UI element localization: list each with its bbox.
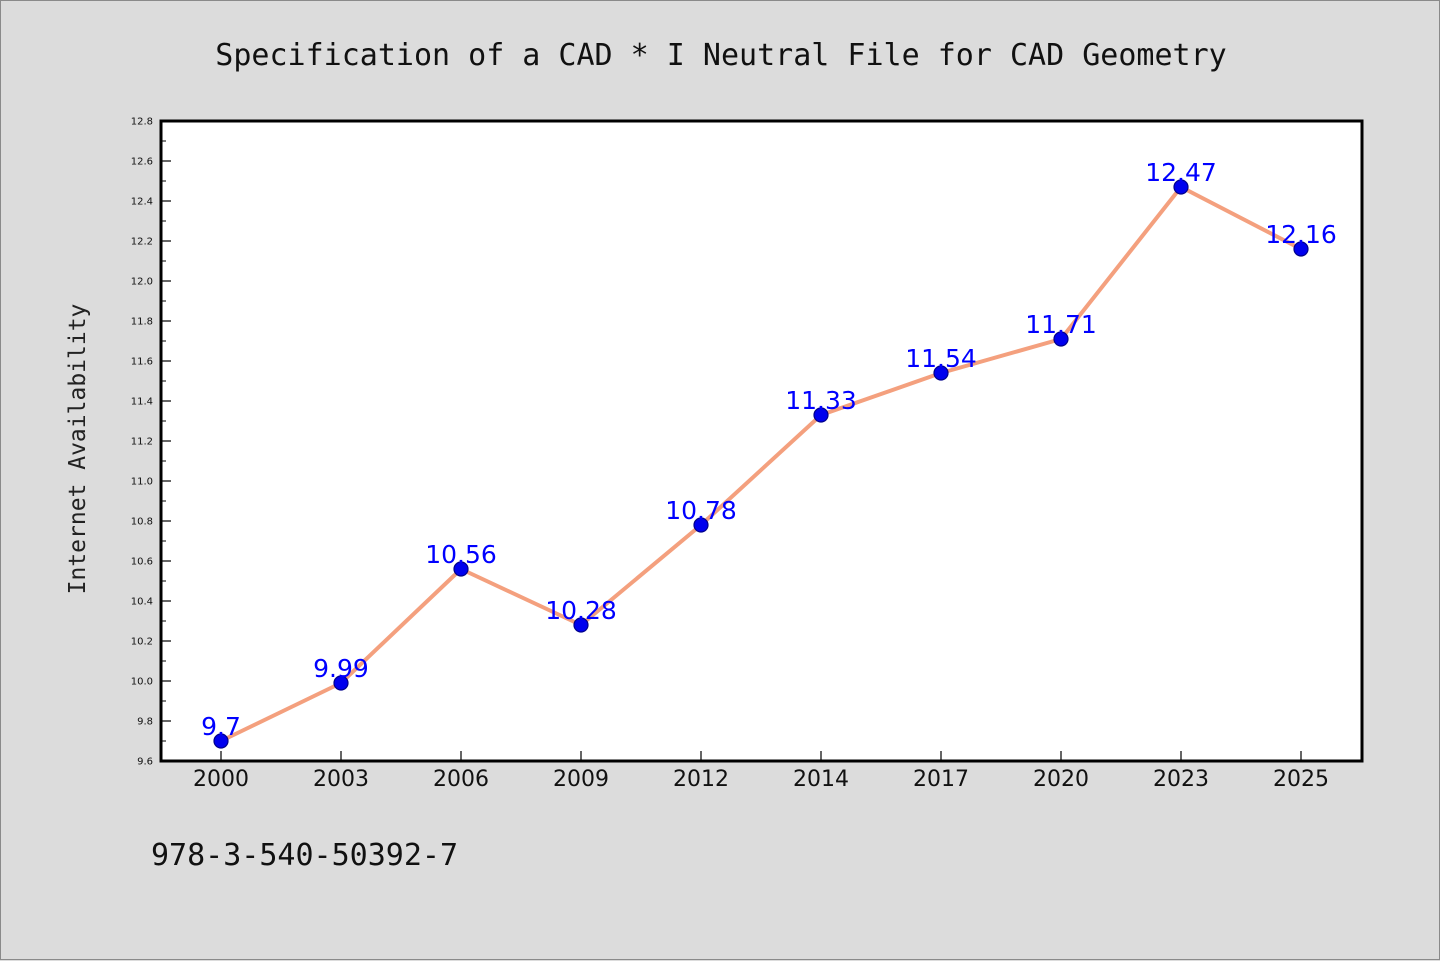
plot-frame (159, 119, 1364, 763)
data-label: 10.78 (665, 496, 737, 525)
data-label: 12.16 (1265, 220, 1337, 249)
data-label: 10.56 (425, 540, 497, 569)
y-axis-tick-labels: 9.6 9.8 10.0 10.2 10.4 10.6 10.8 11.0 11.2 11.4 11… (131, 117, 153, 768)
data-point (813, 407, 829, 423)
y-tick-label: 11.4 (131, 397, 153, 408)
data-markers (213, 179, 1309, 749)
y-tick-label: 11.0 (131, 477, 153, 488)
y-axis-label: Internet Availability (65, 304, 91, 595)
y-tick-label: 12.4 (131, 197, 153, 208)
data-point (213, 733, 229, 749)
data-label: 11.54 (905, 344, 977, 373)
y-tick-label: 12.8 (131, 117, 153, 128)
data-point (573, 617, 589, 633)
data-point (693, 517, 709, 533)
x-tick-label: 2020 (1033, 767, 1089, 792)
series-line (219, 185, 1303, 743)
x-tick-label: 2006 (433, 767, 489, 792)
plot-area (161, 121, 1362, 761)
data-label: 9.7 (201, 712, 241, 741)
y-tick-label: 11.6 (131, 357, 153, 368)
x-tick-label: 2023 (1153, 767, 1209, 792)
x-tick-label: 2000 (193, 767, 249, 792)
y-tick-label: 11.8 (131, 317, 153, 328)
y-tick-label: 10.0 (131, 677, 153, 688)
data-labels: 9.7 9.99 10.56 10.28 10.78 11.33 11.54 11.71 12.… (201, 158, 1337, 741)
data-label: 10.28 (545, 596, 617, 625)
y-tick-label: 9.8 (137, 717, 153, 728)
y-axis-ticks (161, 120, 171, 762)
footnote-isbn: 978-3-540-50392-7 (151, 838, 458, 873)
chart-title: Specification of a CAD * I Neutral File … (215, 38, 1226, 73)
data-point (333, 675, 349, 691)
y-tick-label: 10.2 (131, 637, 153, 648)
y-tick-label: 10.6 (131, 557, 153, 568)
data-point (453, 561, 469, 577)
data-label: 11.33 (785, 386, 857, 415)
data-label: 9.99 (313, 654, 369, 683)
x-axis-tick-labels: 2000 2003 2006 2009 2012 2014 2017 2020 2023 2025 (193, 767, 1329, 792)
x-tick-label: 2014 (793, 767, 849, 792)
y-tick-label: 9.6 (137, 757, 153, 768)
y-tick-label: 10.8 (131, 517, 153, 528)
x-tick-label: 2003 (313, 767, 369, 792)
y-tick-label: 12.6 (131, 157, 153, 168)
series-lines (219, 185, 1303, 743)
y-tick-label: 12.0 (131, 277, 153, 288)
data-label: 11.71 (1025, 310, 1097, 339)
x-tick-label: 2012 (673, 767, 729, 792)
x-tick-label: 2025 (1273, 767, 1329, 792)
x-tick-label: 2017 (913, 767, 969, 792)
x-tick-label: 2009 (553, 767, 609, 792)
data-label: 12.47 (1145, 158, 1217, 187)
x-axis-ticks (220, 751, 1302, 761)
data-point (1293, 241, 1309, 257)
data-point (1173, 179, 1189, 195)
y-tick-label: 10.4 (131, 597, 153, 608)
data-point (933, 365, 949, 381)
data-point (1053, 331, 1069, 347)
y-tick-label: 11.2 (131, 437, 153, 448)
y-tick-label: 12.2 (131, 237, 153, 248)
